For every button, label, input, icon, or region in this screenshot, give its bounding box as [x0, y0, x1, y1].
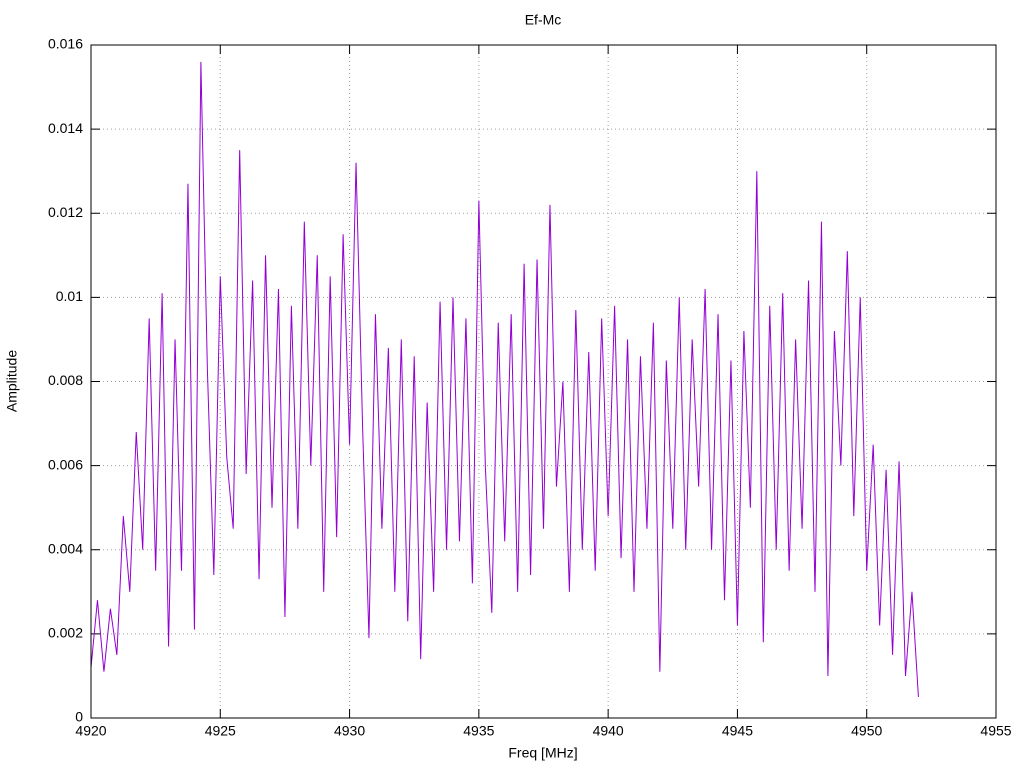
x-tick-label: 4955: [980, 723, 1011, 739]
y-tick-label: 0.01: [56, 288, 83, 304]
x-tick-label: 4945: [722, 723, 753, 739]
x-tick-label: 4940: [593, 723, 624, 739]
y-tick-label: 0.004: [48, 540, 83, 556]
y-tick-label: 0.002: [48, 625, 83, 641]
x-tick-label: 4920: [75, 723, 106, 739]
y-tick-label: 0.006: [48, 456, 83, 472]
x-tick-label: 4950: [851, 723, 882, 739]
chart-title: Ef-Mc: [525, 12, 562, 28]
data-line: [90, 61, 919, 698]
y-axis-label: Amplitude: [4, 350, 20, 412]
x-tick-label: 4935: [463, 723, 494, 739]
y-tick-label: 0.008: [48, 372, 83, 388]
x-axis-label: Freq [MHz]: [508, 745, 577, 761]
y-tick-label: 0.016: [48, 36, 83, 52]
y-tick-label: 0.014: [48, 120, 83, 136]
plot-border: [90, 44, 997, 719]
y-tick-label: 0.012: [48, 204, 83, 220]
x-tick-label: 4925: [205, 723, 236, 739]
y-tick-label: 0: [75, 709, 83, 725]
x-tick-label: 4930: [334, 723, 365, 739]
